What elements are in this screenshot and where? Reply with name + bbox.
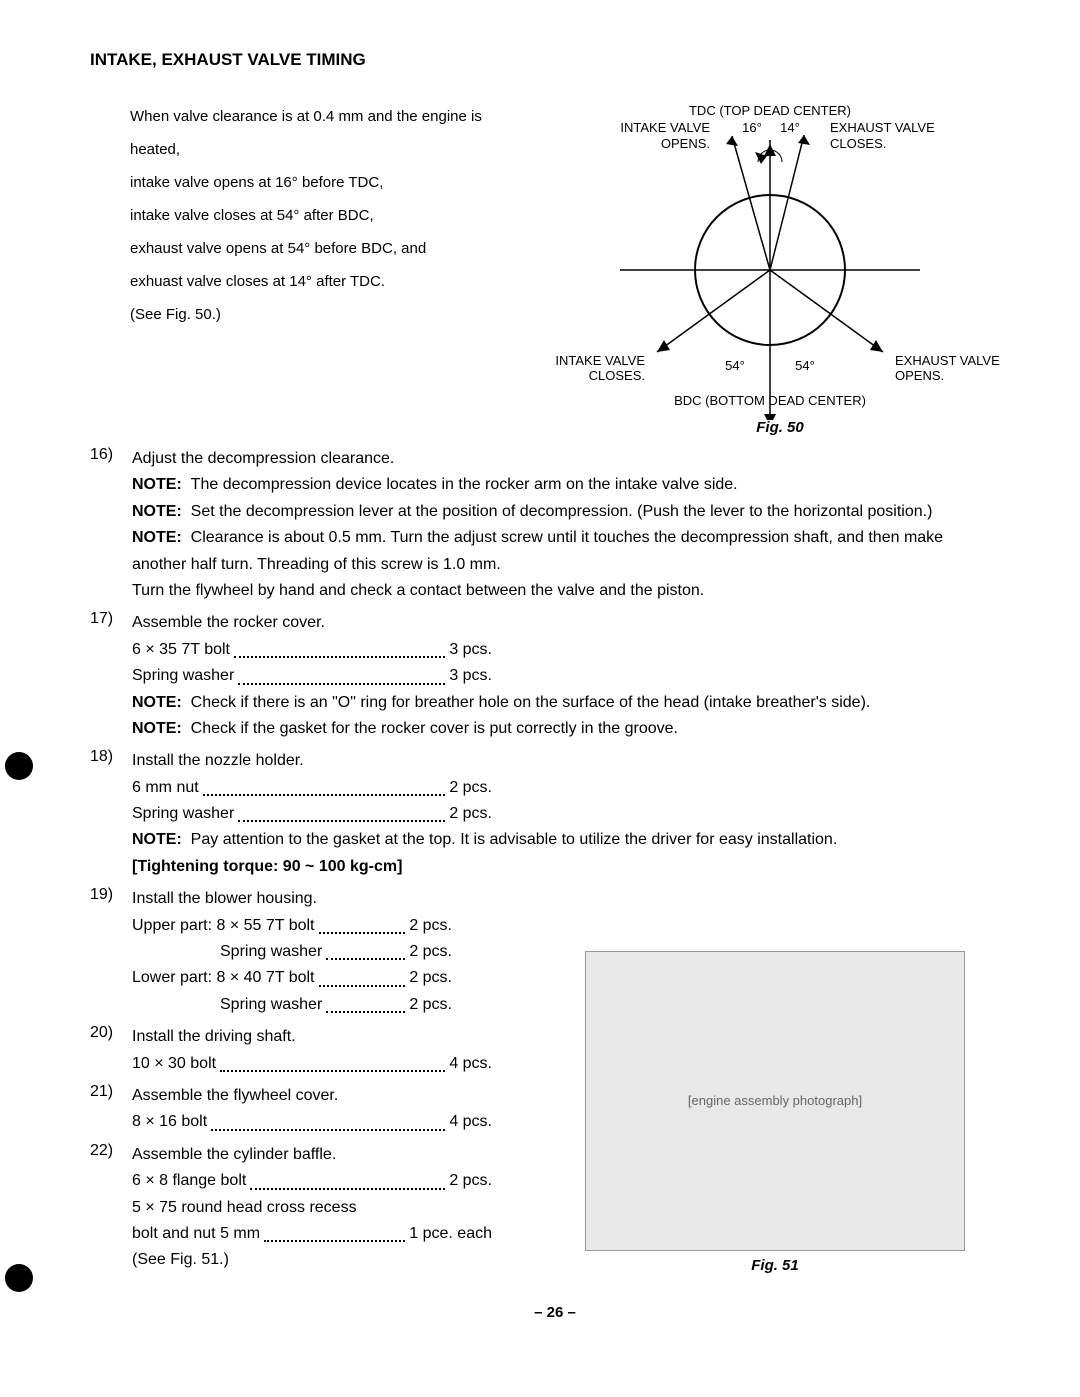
part-qty: 2 pcs.	[449, 1168, 492, 1194]
tdc-label: TDC (TOP DEAD CENTER)	[689, 103, 851, 118]
step-17-note2: Check if the gasket for the rocker cover…	[191, 720, 678, 737]
intro-l1: When valve clearance is at 0.4 mm and th…	[130, 100, 520, 133]
svg-text:CLOSES.: CLOSES.	[589, 368, 645, 383]
step-18-note1: Pay attention to the gasket at the top. …	[191, 831, 838, 848]
svg-text:EXHAUST VALVE: EXHAUST VALVE	[830, 120, 935, 135]
section-title: INTAKE, EXHAUST VALVE TIMING	[90, 50, 1020, 70]
svg-text:54°: 54°	[795, 358, 815, 373]
step-21-num: 21)	[90, 1083, 132, 1136]
note-label: NOTE:	[132, 529, 182, 546]
part-line-text: 5 × 75 round head cross recess	[132, 1195, 520, 1221]
step-16-note1: The decompression device locates in the …	[191, 476, 738, 493]
intro-l7: (See Fig. 50.)	[130, 298, 520, 331]
bullet-marker-icon	[5, 752, 33, 780]
note-label: NOTE:	[132, 503, 182, 520]
svg-text:16°: 16°	[742, 120, 762, 135]
part-qty: 2 pcs.	[409, 939, 452, 965]
step-22-tail: (See Fig. 51.)	[132, 1247, 520, 1273]
note-label: NOTE:	[132, 831, 182, 848]
svg-text:EXHAUST VALVE: EXHAUST VALVE	[895, 353, 1000, 368]
part-name: 8 × 40 7T bolt	[217, 969, 315, 986]
valve-timing-diagram: TDC (TOP DEAD CENTER) INTAKE VALVE OPENS…	[540, 100, 1020, 436]
upper-part-label: Upper part:	[132, 917, 212, 934]
note-label: NOTE:	[132, 694, 182, 711]
intro-l5: exhaust valve opens at 54° before BDC, a…	[130, 232, 520, 265]
svg-text:OPENS.: OPENS.	[661, 136, 710, 151]
part-name: 6 × 35 7T bolt	[132, 637, 230, 663]
step-16-num: 16)	[90, 446, 132, 604]
svg-text:INTAKE VALVE: INTAKE VALVE	[620, 120, 710, 135]
step-17-title: Assemble the rocker cover.	[132, 610, 1020, 636]
part-qty: 3 pcs.	[449, 637, 492, 663]
step-16-tail: Turn the flywheel by hand and check a co…	[132, 578, 1020, 604]
note-label: NOTE:	[132, 476, 182, 493]
part-qty: 2 pcs.	[409, 913, 452, 939]
step-20-num: 20)	[90, 1024, 132, 1077]
part-name: 6 × 8 flange bolt	[132, 1168, 246, 1194]
fig50-caption: Fig. 50	[540, 419, 1020, 436]
intro-l6: exhuast valve closes at 14° after TDC.	[130, 265, 520, 298]
step-18-num: 18)	[90, 748, 132, 880]
step-16-note3a: Clearance is about 0.5 mm. Turn the adju…	[191, 529, 943, 546]
svg-text:54°: 54°	[725, 358, 745, 373]
part-name: Spring washer	[132, 801, 234, 827]
step-16-note2: Set the decompression lever at the posit…	[191, 503, 933, 520]
part-qty: 2 pcs.	[449, 775, 492, 801]
part-name: Spring washer	[220, 939, 322, 965]
svg-text:BDC (BOTTOM DEAD CENTER): BDC (BOTTOM DEAD CENTER)	[674, 393, 866, 408]
part-qty: 3 pcs.	[449, 663, 492, 689]
page-number: – 26 –	[90, 1304, 1020, 1321]
part-qty: 2 pcs.	[449, 801, 492, 827]
svg-text:CLOSES.: CLOSES.	[830, 136, 886, 151]
step-16-title: Adjust the decompression clearance.	[132, 446, 1020, 472]
step-21-title: Assemble the flywheel cover.	[132, 1083, 520, 1109]
part-qty: 4 pcs.	[449, 1109, 492, 1135]
svg-text:OPENS.: OPENS.	[895, 368, 944, 383]
lower-part-label: Lower part:	[132, 969, 212, 986]
intro-l2: heated,	[130, 133, 520, 166]
fig51-caption: Fig. 51	[751, 1257, 799, 1274]
part-name: 6 mm nut	[132, 775, 199, 801]
part-name: 8 × 55 7T bolt	[217, 917, 315, 934]
step-17-num: 17)	[90, 610, 132, 742]
intro-text: When valve clearance is at 0.4 mm and th…	[90, 100, 520, 436]
step-17-note1: Check if there is an "O" ring for breath…	[191, 694, 871, 711]
step-22-num: 22)	[90, 1142, 132, 1274]
step-18-title: Install the nozzle holder.	[132, 748, 1020, 774]
fig51-image: [engine assembly photograph]	[585, 951, 965, 1251]
intro-l4: intake valve closes at 54° after BDC,	[130, 199, 520, 232]
part-qty: 1 pce. each	[409, 1221, 492, 1247]
part-qty: 2 pcs.	[409, 992, 452, 1018]
part-name: bolt and nut 5 mm	[132, 1221, 260, 1247]
instruction-steps: 16) Adjust the decompression clearance. …	[90, 446, 1020, 1274]
bullet-marker-icon	[5, 1264, 33, 1292]
step-19-num: 19)	[90, 886, 132, 1018]
part-name: Spring washer	[132, 663, 234, 689]
part-name: 10 × 30 bolt	[132, 1051, 216, 1077]
step-18-torque: [Tightening torque: 90 ~ 100 kg-cm]	[132, 854, 1020, 880]
step-20-title: Install the driving shaft.	[132, 1024, 520, 1050]
part-qty: 4 pcs.	[449, 1051, 492, 1077]
part-qty: 2 pcs.	[409, 965, 452, 991]
step-16-note3b: another half turn. Threading of this scr…	[132, 552, 1020, 578]
step-22-title: Assemble the cylinder baffle.	[132, 1142, 520, 1168]
svg-text:INTAKE VALVE: INTAKE VALVE	[555, 353, 645, 368]
part-name: 8 × 16 bolt	[132, 1109, 207, 1135]
note-label: NOTE:	[132, 720, 182, 737]
svg-text:14°: 14°	[780, 120, 800, 135]
step-19-title: Install the blower housing.	[132, 886, 520, 912]
part-name: Spring washer	[220, 992, 322, 1018]
intro-l3: intake valve opens at 16° before TDC,	[130, 166, 520, 199]
